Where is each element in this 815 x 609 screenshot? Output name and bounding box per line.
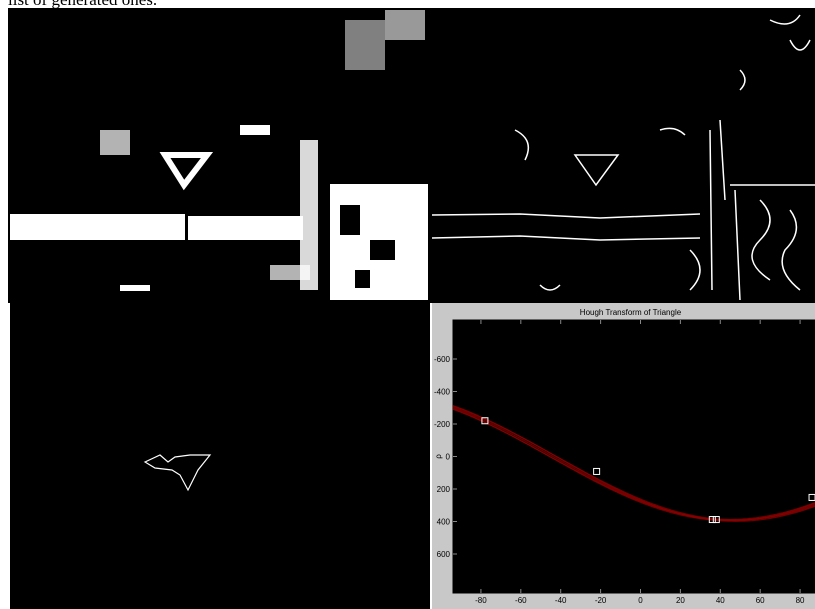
- chart-title: Hough Transform of Triangle: [580, 308, 682, 317]
- x-tick-label: -60: [515, 596, 527, 605]
- hough-plot: Hough Transform of Triangleρ-600-400-200…: [434, 308, 815, 605]
- y-tick-label: -400: [434, 388, 451, 397]
- y-tick-label: 0: [446, 453, 451, 462]
- x-tick-label: 0: [638, 596, 643, 605]
- x-tick-label: 40: [716, 596, 725, 605]
- threshold-image: [8, 8, 430, 303]
- y-tick-label: 200: [437, 485, 451, 494]
- x-tick-label: 80: [796, 596, 805, 605]
- y-tick-label: -200: [434, 420, 451, 429]
- x-tick-label: 20: [676, 596, 685, 605]
- page: list of generated ones. Hough Transform …: [0, 0, 815, 609]
- contour-image: [10, 303, 430, 609]
- axes-area: [453, 320, 815, 593]
- y-tick-label: -600: [434, 355, 451, 364]
- x-tick-label: -20: [595, 596, 607, 605]
- x-tick-label: -80: [475, 596, 487, 605]
- y-tick-label: 400: [437, 518, 451, 527]
- header-text: list of generated ones.: [8, 0, 157, 9]
- x-tick-label: -40: [555, 596, 567, 605]
- figure: list of generated ones. Hough Transform …: [0, 0, 815, 609]
- x-tick-label: 60: [756, 596, 765, 605]
- edge-image: [430, 8, 815, 303]
- y-axis-label: ρ: [434, 454, 443, 459]
- y-tick-label: 600: [437, 550, 451, 559]
